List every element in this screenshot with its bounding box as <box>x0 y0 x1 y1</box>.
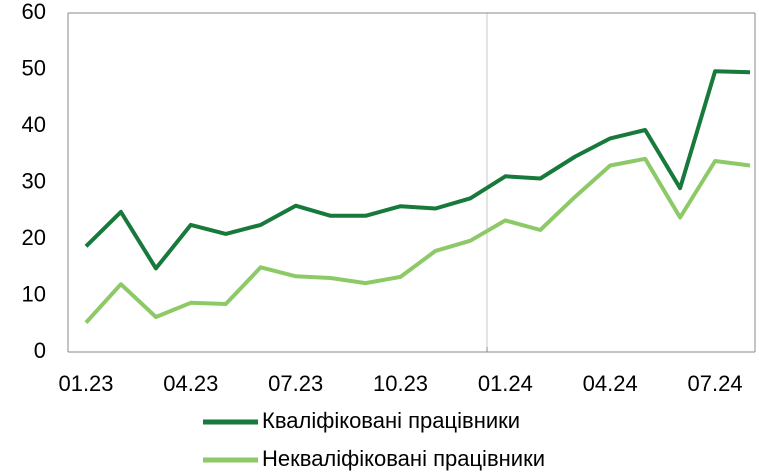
y-tick-label: 0 <box>34 338 46 363</box>
y-tick-label: 10 <box>22 281 46 306</box>
series-line <box>84 69 751 271</box>
x-tick-label: 01.24 <box>478 371 533 396</box>
y-tick-label: 30 <box>22 168 46 193</box>
y-tick-label: 50 <box>22 55 46 80</box>
y-tick-label: 60 <box>22 0 46 24</box>
x-tick-label: 07.23 <box>268 371 323 396</box>
x-tick-label: 10.23 <box>373 371 428 396</box>
x-tick-label: 04.23 <box>163 371 218 396</box>
legend-label: Кваліфіковані працівники <box>262 408 520 433</box>
series-line <box>84 156 751 324</box>
x-tick-label: 07.24 <box>688 371 743 396</box>
legend-label: Некваліфіковані працівники <box>262 446 545 471</box>
y-tick-label: 20 <box>22 225 46 250</box>
y-tick-label: 40 <box>22 112 46 137</box>
x-tick-label: 01.23 <box>58 371 113 396</box>
x-tick-label: 04.24 <box>583 371 638 396</box>
